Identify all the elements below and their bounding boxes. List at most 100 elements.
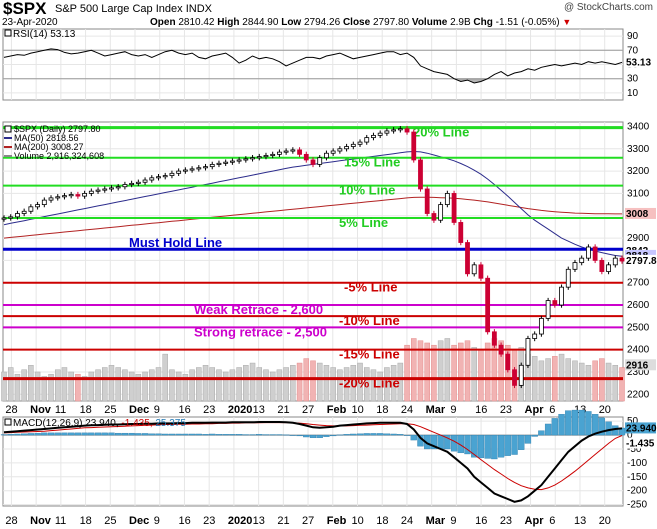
- price-legend-entry: $SPX (Daily) 2797.80: [14, 124, 101, 134]
- volume-bar: [316, 362, 323, 402]
- macd-histogram-bar: [571, 409, 579, 436]
- volume-bar: [209, 367, 215, 402]
- x-tick-label: 24: [401, 515, 413, 527]
- volume-bar: [108, 365, 115, 402]
- macd-histogram-bar: [437, 434, 444, 450]
- y-tick-label: 2500: [627, 322, 650, 333]
- candle-body: [357, 141, 363, 145]
- x-tick-label: Feb: [327, 515, 347, 527]
- volume-bar: [222, 371, 229, 402]
- x-tick-label: Feb: [327, 404, 347, 416]
- macd-signal-tag: -1.435: [626, 438, 655, 449]
- candle-body: [538, 318, 544, 335]
- macd-histogram-bar: [14, 433, 21, 436]
- macd-value-tag-bg: [625, 422, 656, 434]
- volume-bar: [397, 362, 404, 402]
- macd-histogram-bar: [343, 434, 350, 436]
- volume-bar: [290, 365, 296, 402]
- x-tick-label: 10: [351, 404, 363, 416]
- volume-bar: [484, 342, 491, 402]
- candle-body: [545, 300, 551, 319]
- candle-body: [15, 213, 20, 218]
- macd-histogram-bar: [41, 432, 48, 436]
- macd-histogram-bar: [558, 414, 565, 436]
- candle-body: [283, 150, 289, 153]
- candle-body: [337, 148, 343, 152]
- close-value-tag: 2797.8: [626, 256, 657, 267]
- x-tick-label: Nov: [30, 515, 52, 527]
- volume-bar: [350, 365, 357, 402]
- open-value: 2810.42: [178, 17, 215, 28]
- candle-body: [82, 193, 88, 197]
- macd-histogram-bar: [330, 434, 337, 437]
- macd-histogram-bar: [303, 434, 310, 438]
- x-tick-label: 16: [178, 404, 190, 416]
- candle-body: [371, 134, 376, 139]
- x-tick-label: Apr: [525, 404, 545, 416]
- macd-histogram-bar: [511, 434, 518, 455]
- volume-bar: [128, 371, 135, 402]
- volume-bar: [263, 369, 269, 402]
- candle-body: [122, 184, 128, 188]
- candle-body: [512, 369, 517, 386]
- candle-body: [559, 286, 564, 306]
- x-tick-label: 18: [80, 404, 92, 416]
- close-value: 2797.80: [372, 17, 410, 28]
- open-label: Open: [150, 17, 176, 28]
- volume-bar: [175, 371, 182, 402]
- level-label: 5% Line: [339, 215, 388, 230]
- macd-histogram-bar: [397, 434, 404, 436]
- candle-body: [176, 170, 182, 174]
- macd-histogram-bar: [195, 433, 202, 436]
- macd-value-tag: 23.940: [626, 423, 657, 434]
- price-legend-entry: MA(200) 3008.27: [14, 142, 84, 152]
- candle-body: [565, 268, 571, 288]
- y-tick-label: 50: [627, 416, 639, 427]
- macd-histogram-bar: [54, 432, 61, 436]
- low-label: Low: [281, 17, 302, 28]
- x-tick-label: 24: [401, 404, 413, 416]
- volume-bar: [48, 373, 54, 402]
- macd-histogram-bar: [141, 433, 149, 436]
- volume-bar: [384, 367, 390, 402]
- macd-histogram-bar: [242, 434, 249, 436]
- macd-legend-value: 23.940,: [85, 418, 121, 429]
- macd-histogram-bar: [0, 434, 8, 436]
- volume-bar: [585, 365, 592, 402]
- macd-signal-tag-bg: [625, 437, 656, 449]
- macd-panel: [2, 416, 624, 507]
- candle-body: [135, 181, 141, 184]
- volume-bar: [605, 362, 612, 402]
- instrument-full-name: S&P 500 Large Cap Index: [55, 3, 183, 15]
- volume-bar: [243, 365, 249, 402]
- candle-body: [149, 177, 155, 181]
- volume-bar: [142, 371, 148, 402]
- x-tick-label: 23: [500, 515, 512, 527]
- candle-body: [612, 257, 618, 266]
- volume-bar: [34, 371, 41, 402]
- macd-histogram-bar: [457, 434, 464, 454]
- candle-body: [236, 159, 242, 162]
- macd-histogram-bar: [497, 434, 505, 458]
- volume-bar: [612, 365, 619, 402]
- volume-bar: [202, 365, 209, 402]
- volume-bar: [256, 367, 263, 402]
- volume-bar: [269, 371, 276, 402]
- x-tick-label: 18: [376, 404, 388, 416]
- candle-body: [115, 186, 121, 189]
- macd-histogram-bar: [209, 433, 216, 436]
- volume-bar: [343, 367, 350, 402]
- change-value: -1.51 (-0.05%): [495, 17, 560, 28]
- volume-bar: [1, 371, 7, 402]
- volume-bar: [592, 360, 598, 402]
- volume-bar: [424, 342, 430, 402]
- y-tick-label: 2300: [627, 367, 650, 378]
- macd-histogram-bar: [188, 433, 196, 436]
- instrument-name: S&P 500 Large Cap Index INDX: [55, 3, 212, 15]
- credit-text: @ StockCharts.com: [563, 2, 653, 13]
- macd-histogram-bar: [21, 433, 28, 436]
- candle-body: [619, 257, 625, 262]
- level-label: -10% Line: [339, 313, 400, 328]
